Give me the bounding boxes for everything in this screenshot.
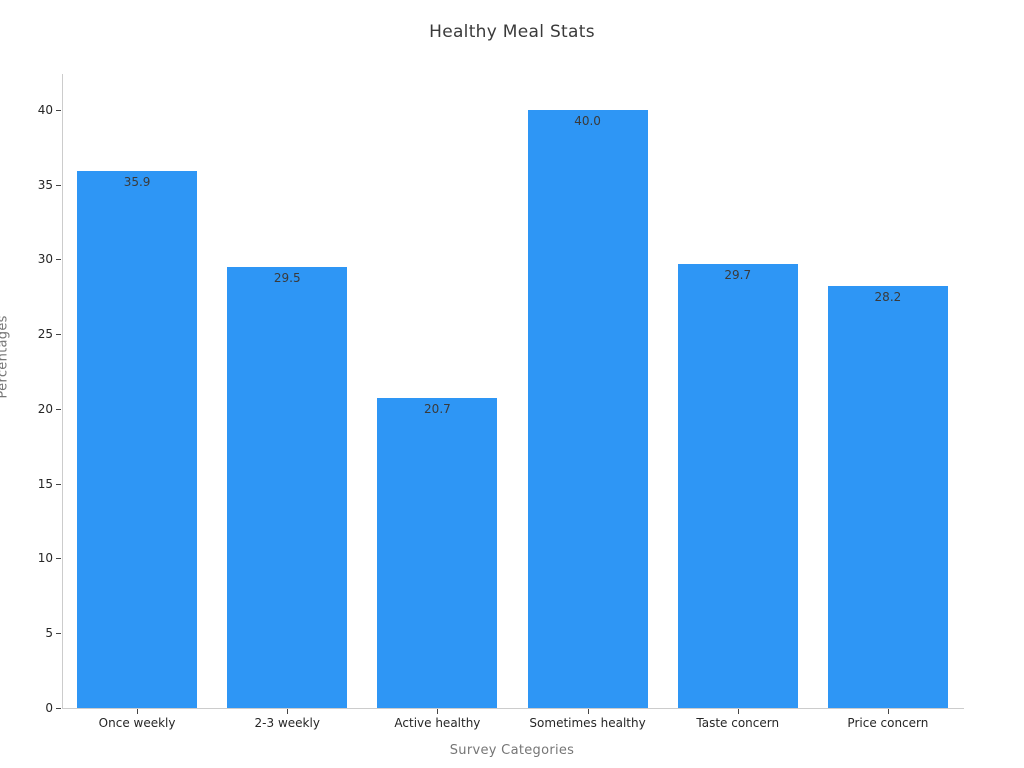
y-tick [56, 408, 61, 410]
x-tick [137, 709, 139, 714]
bar-value-label: 20.7 [424, 402, 451, 417]
y-tick-label: 10 [37, 551, 53, 566]
x-tick-label: Sometimes healthy [529, 716, 646, 730]
bar-once-weekly [77, 171, 198, 708]
y-tick-label: 20 [37, 401, 53, 416]
x-axis-spine [62, 708, 964, 709]
y-tick-label: 15 [37, 476, 53, 491]
x-axis-label: Survey Categories [449, 743, 575, 758]
y-tick-label: 30 [37, 252, 53, 267]
bar-taste-concern [677, 263, 798, 708]
y-tick [56, 633, 61, 635]
x-tick [587, 709, 589, 714]
x-tick-label: Price concern [847, 716, 929, 730]
bar-value-label: 29.7 [724, 267, 752, 282]
y-tick [56, 184, 61, 186]
x-tick-label: Once weekly [98, 716, 176, 730]
y-tick-label: 0 [45, 701, 53, 715]
y-tick [56, 109, 61, 111]
y-tick-label: 40 [37, 102, 53, 117]
y-axis-spine [62, 74, 63, 709]
x-tick-label: Active healthy [394, 716, 481, 730]
y-axis-label: Percentages [0, 315, 11, 399]
x-tick-label: 2-3 weekly [254, 716, 320, 730]
bar-sometimes-healthy [527, 109, 648, 708]
bar-value-label: 40.0 [574, 113, 601, 128]
bar-value-label: 35.9 [123, 175, 151, 190]
y-tick [56, 708, 61, 709]
x-tick [287, 709, 289, 714]
y-tick [56, 259, 61, 261]
x-tick-label: Taste concern [696, 716, 780, 730]
y-tick-label: 25 [37, 327, 53, 342]
x-tick [887, 709, 889, 714]
bar-2-3-weekly [227, 266, 348, 708]
bar-value-label: 29.5 [273, 270, 301, 285]
y-tick [56, 558, 61, 560]
bar-value-label: 28.2 [874, 290, 902, 305]
bar-active-healthy [377, 398, 498, 708]
y-tick [56, 334, 61, 336]
x-tick [737, 709, 739, 714]
bar-price-concern [827, 286, 948, 708]
y-tick-label: 35 [37, 177, 53, 192]
y-tick [56, 483, 61, 485]
chart-title: Healthy Meal Stats [429, 22, 595, 42]
y-tick-label: 5 [45, 626, 53, 641]
x-tick [437, 709, 439, 714]
